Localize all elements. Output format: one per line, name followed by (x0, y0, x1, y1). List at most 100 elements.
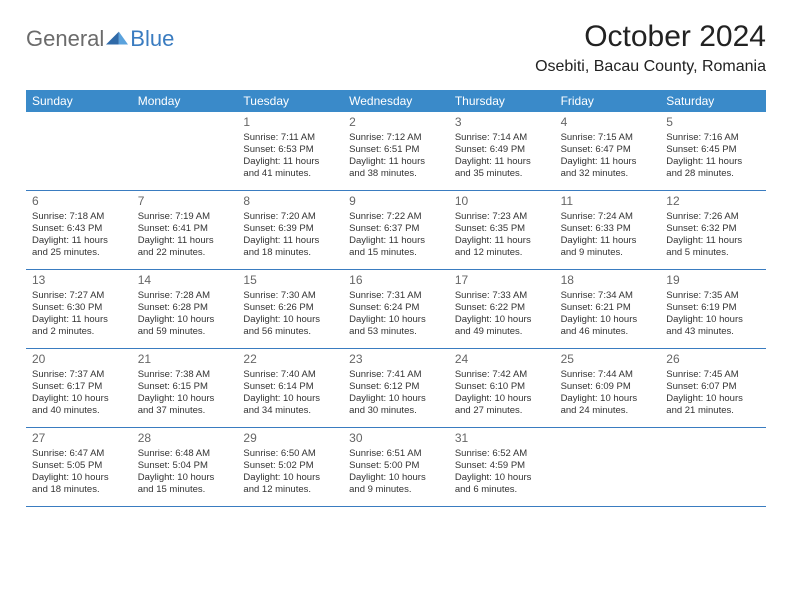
sunrise-line: Sunrise: 7:16 AM (666, 132, 760, 144)
daylight-line: Daylight: 11 hours and 41 minutes. (243, 156, 337, 180)
sunset-line: Sunset: 5:05 PM (32, 460, 126, 472)
sunset-line: Sunset: 6:10 PM (455, 381, 549, 393)
calendar: SundayMondayTuesdayWednesdayThursdayFrid… (26, 90, 766, 507)
daylight-line: Daylight: 11 hours and 32 minutes. (561, 156, 655, 180)
logo: General Blue (26, 20, 174, 52)
day-number: 10 (455, 194, 549, 209)
sunset-line: Sunset: 6:19 PM (666, 302, 760, 314)
day-number: 30 (349, 431, 443, 446)
day-header-row: SundayMondayTuesdayWednesdayThursdayFrid… (26, 90, 766, 112)
sunrise-line: Sunrise: 7:42 AM (455, 369, 549, 381)
day-header-cell: Wednesday (343, 90, 449, 112)
day-cell: 30Sunrise: 6:51 AMSunset: 5:00 PMDayligh… (343, 428, 449, 506)
day-cell (555, 428, 661, 506)
day-cell: 6Sunrise: 7:18 AMSunset: 6:43 PMDaylight… (26, 191, 132, 269)
daylight-line: Daylight: 11 hours and 12 minutes. (455, 235, 549, 259)
sunset-line: Sunset: 6:43 PM (32, 223, 126, 235)
sunrise-line: Sunrise: 6:52 AM (455, 448, 549, 460)
day-cell: 31Sunrise: 6:52 AMSunset: 4:59 PMDayligh… (449, 428, 555, 506)
day-cell: 8Sunrise: 7:20 AMSunset: 6:39 PMDaylight… (237, 191, 343, 269)
sunset-line: Sunset: 6:09 PM (561, 381, 655, 393)
sunrise-line: Sunrise: 7:28 AM (138, 290, 232, 302)
day-cell (26, 112, 132, 190)
day-cell: 28Sunrise: 6:48 AMSunset: 5:04 PMDayligh… (132, 428, 238, 506)
day-number: 13 (32, 273, 126, 288)
day-cell: 23 Sunrise: 7:41 AMSunset: 6:12 PMDayligh… (343, 349, 449, 427)
sunset-line: Sunset: 6:15 PM (138, 381, 232, 393)
sunrise-line: Sunrise: 7:24 AM (561, 211, 655, 223)
day-cell: 11Sunrise: 7:24 AMSunset: 6:33 PMDayligh… (555, 191, 661, 269)
daylight-line: Daylight: 10 hours and 30 minutes. (349, 393, 443, 417)
location-text: Osebiti, Bacau County, Romania (535, 58, 766, 76)
day-number: 17 (455, 273, 549, 288)
daylight-line: Daylight: 10 hours and 59 minutes. (138, 314, 232, 338)
sunset-line: Sunset: 6:12 PM (349, 381, 443, 393)
sunrise-line: Sunrise: 7:15 AM (561, 132, 655, 144)
day-cell: 22Sunrise: 7:40 AMSunset: 6:14 PMDayligh… (237, 349, 343, 427)
week-row: 1Sunrise: 7:11 AMSunset: 6:53 PMDaylight… (26, 112, 766, 191)
daylight-line: Daylight: 11 hours and 18 minutes. (243, 235, 337, 259)
day-cell: 1Sunrise: 7:11 AMSunset: 6:53 PMDaylight… (237, 112, 343, 190)
daylight-line: Daylight: 10 hours and 27 minutes. (455, 393, 549, 417)
sunrise-line: Sunrise: 7:41 AM (349, 369, 443, 381)
day-cell: 13Sunrise: 7:27 AMSunset: 6:30 PMDayligh… (26, 270, 132, 348)
day-number: 23 (349, 352, 443, 367)
day-cell: 16Sunrise: 7:31 AMSunset: 6:24 PMDayligh… (343, 270, 449, 348)
day-cell: 9Sunrise: 7:22 AMSunset: 6:37 PMDaylight… (343, 191, 449, 269)
daylight-line: Daylight: 10 hours and 53 minutes. (349, 314, 443, 338)
daylight-line: Daylight: 10 hours and 37 minutes. (138, 393, 232, 417)
day-number: 31 (455, 431, 549, 446)
logo-general: General (26, 26, 104, 52)
day-header-cell: Thursday (449, 90, 555, 112)
daylight-line: Daylight: 10 hours and 46 minutes. (561, 314, 655, 338)
day-header-cell: Friday (555, 90, 661, 112)
day-number: 24 (455, 352, 549, 367)
day-number: 9 (349, 194, 443, 209)
daylight-line: Daylight: 11 hours and 2 minutes. (32, 314, 126, 338)
sunset-line: Sunset: 6:45 PM (666, 144, 760, 156)
sunset-line: Sunset: 6:14 PM (243, 381, 337, 393)
day-number: 8 (243, 194, 337, 209)
sunrise-line: Sunrise: 7:37 AM (32, 369, 126, 381)
day-cell: 15Sunrise: 7:30 AMSunset: 6:26 PMDayligh… (237, 270, 343, 348)
daylight-line: Daylight: 10 hours and 49 minutes. (455, 314, 549, 338)
sunrise-line: Sunrise: 7:18 AM (32, 211, 126, 223)
daylight-line: Daylight: 10 hours and 21 minutes. (666, 393, 760, 417)
logo-blue: Blue (130, 26, 174, 52)
sunset-line: Sunset: 6:28 PM (138, 302, 232, 314)
sunset-line: Sunset: 6:17 PM (32, 381, 126, 393)
day-cell: 10Sunrise: 7:23 AMSunset: 6:35 PMDayligh… (449, 191, 555, 269)
day-number: 3 (455, 115, 549, 130)
day-number: 29 (243, 431, 337, 446)
sunrise-line: Sunrise: 6:47 AM (32, 448, 126, 460)
day-number: 5 (666, 115, 760, 130)
daylight-line: Daylight: 11 hours and 5 minutes. (666, 235, 760, 259)
sunset-line: Sunset: 6:47 PM (561, 144, 655, 156)
week-row: 27Sunrise: 6:47 AMSunset: 5:05 PMDayligh… (26, 428, 766, 507)
sunrise-line: Sunrise: 7:26 AM (666, 211, 760, 223)
day-cell: 12Sunrise: 7:26 AMSunset: 6:32 PMDayligh… (660, 191, 766, 269)
day-number: 25 (561, 352, 655, 367)
daylight-line: Daylight: 10 hours and 12 minutes. (243, 472, 337, 496)
sunset-line: Sunset: 6:21 PM (561, 302, 655, 314)
day-number: 16 (349, 273, 443, 288)
sunrise-line: Sunrise: 7:44 AM (561, 369, 655, 381)
day-number: 1 (243, 115, 337, 130)
sunrise-line: Sunrise: 7:45 AM (666, 369, 760, 381)
day-cell: 17Sunrise: 7:33 AMSunset: 6:22 PMDayligh… (449, 270, 555, 348)
day-header-cell: Saturday (660, 90, 766, 112)
sunset-line: Sunset: 6:53 PM (243, 144, 337, 156)
day-cell: 26Sunrise: 7:45 AMSunset: 6:07 PMDayligh… (660, 349, 766, 427)
day-number: 28 (138, 431, 232, 446)
sunrise-line: Sunrise: 7:33 AM (455, 290, 549, 302)
daylight-line: Daylight: 10 hours and 43 minutes. (666, 314, 760, 338)
day-number: 11 (561, 194, 655, 209)
week-row: 6Sunrise: 7:18 AMSunset: 6:43 PMDaylight… (26, 191, 766, 270)
sunrise-line: Sunrise: 7:12 AM (349, 132, 443, 144)
sunset-line: Sunset: 5:00 PM (349, 460, 443, 472)
day-number: 19 (666, 273, 760, 288)
sunrise-line: Sunrise: 7:14 AM (455, 132, 549, 144)
daylight-line: Daylight: 10 hours and 24 minutes. (561, 393, 655, 417)
day-number: 18 (561, 273, 655, 288)
sunset-line: Sunset: 6:49 PM (455, 144, 549, 156)
